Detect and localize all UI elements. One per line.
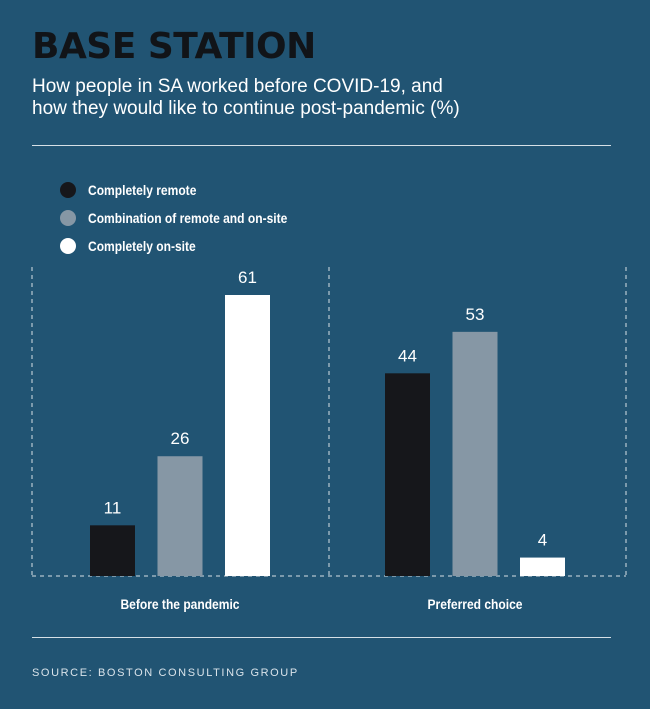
data-label: 4 — [538, 531, 547, 550]
legend-label-completely-remote: Completely remote — [88, 182, 197, 198]
legend-swatch-completely-remote — [60, 182, 76, 198]
legend: Completely remote Combination of remote … — [60, 176, 320, 260]
legend-swatch-combination — [60, 210, 76, 226]
category-label: Preferred choice — [428, 596, 523, 612]
bottom-divider — [32, 637, 611, 638]
top-divider — [32, 145, 611, 146]
data-label: 61 — [238, 268, 257, 287]
chart-subtitle: How people in SA worked before COVID-19,… — [32, 76, 622, 120]
legend-item-completely-remote: Completely remote — [60, 176, 320, 204]
bar-completely-remote-1 — [90, 525, 135, 576]
bar-completely-on-site-1 — [225, 295, 270, 576]
chart-title: BASE STATION — [32, 26, 316, 67]
data-label: 11 — [104, 498, 122, 517]
category-label: Before the pandemic — [120, 596, 239, 612]
data-label: 44 — [398, 346, 417, 365]
subtitle-line-2: how they would like to continue post-pan… — [32, 98, 460, 119]
legend-item-combination: Combination of remote and on-site — [60, 204, 320, 232]
legend-swatch-completely-onsite — [60, 238, 76, 254]
legend-item-completely-onsite: Completely on-site — [60, 232, 320, 260]
data-label: 26 — [171, 429, 190, 448]
legend-label-combination: Combination of remote and on-site — [88, 210, 288, 226]
subtitle-line-1: How people in SA worked before COVID-19,… — [32, 76, 443, 97]
bar-completely-on-site-2 — [520, 557, 565, 576]
source-note: SOURCE: BOSTON CONSULTING GROUP — [32, 667, 299, 679]
bar-combination-of-remote-and-on-site-1 — [157, 456, 203, 576]
legend-label-completely-onsite: Completely on-site — [88, 238, 196, 254]
bar-combination-of-remote-and-on-site-2 — [452, 331, 498, 576]
bar-completely-remote-2 — [385, 373, 430, 576]
data-label: 53 — [466, 305, 485, 324]
